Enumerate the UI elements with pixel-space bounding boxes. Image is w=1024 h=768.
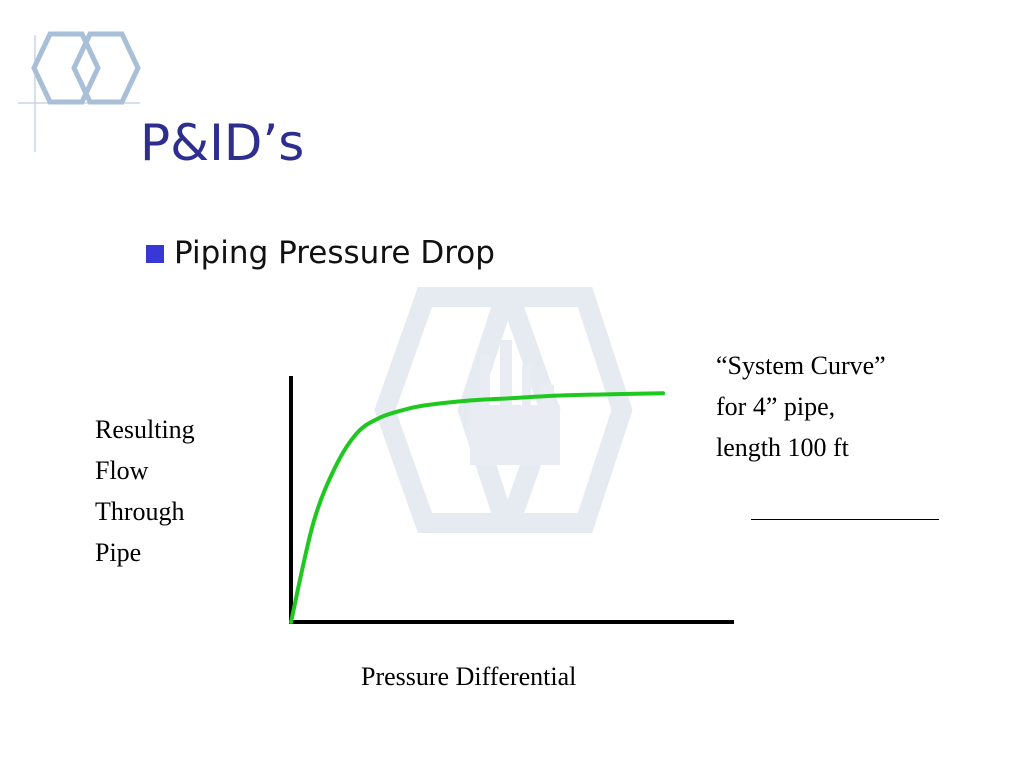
y-axis-label: Resulting Flow Through Pipe	[95, 409, 255, 573]
y-axis-label-line: Resulting	[95, 415, 195, 444]
factory-hexagon-watermark	[374, 287, 633, 533]
system-curve-line	[289, 391, 666, 624]
annotation-line: length 100 ft	[716, 433, 849, 462]
slide-title: P&ID’s	[140, 114, 305, 172]
logo-hexagon-right	[71, 31, 141, 105]
logo-hexagon-left	[31, 31, 101, 105]
bullet-item: Piping Pressure Drop	[146, 238, 495, 269]
bullet-text: Piping Pressure Drop	[174, 235, 495, 271]
watermark-hexagon-right	[457, 287, 633, 533]
y-axis-label-line: Pipe	[95, 538, 142, 567]
annotation-underline	[751, 519, 939, 520]
y-axis-label-line: Flow	[95, 456, 149, 485]
double-hexagon-icon	[18, 31, 141, 152]
annotation-line: “System Curve”	[716, 351, 886, 380]
y-axis-label-line: Through	[95, 497, 185, 526]
square-bullet-icon	[146, 244, 164, 263]
factory-silhouette-icon	[470, 340, 560, 465]
x-axis-label: Pressure Differential	[361, 662, 577, 691]
annotation-line: for 4” pipe,	[716, 392, 836, 421]
system-curve-annotation: “System Curve” for 4” pipe, length 100 ft	[716, 345, 1016, 468]
